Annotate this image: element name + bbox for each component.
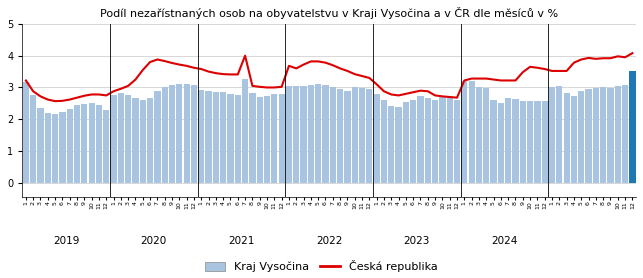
Bar [498, 103, 504, 183]
Bar [132, 98, 139, 183]
Bar [439, 96, 446, 183]
Bar [491, 100, 496, 183]
Bar [520, 101, 526, 183]
Bar [206, 91, 212, 183]
Bar [381, 100, 387, 183]
Bar [622, 85, 628, 183]
Bar [213, 92, 219, 183]
Bar [322, 85, 329, 183]
Bar [271, 95, 277, 183]
Bar [286, 86, 292, 183]
Bar [352, 87, 358, 183]
Bar [125, 95, 131, 183]
Bar [169, 85, 175, 183]
Bar [395, 107, 402, 183]
Bar [235, 95, 241, 183]
Bar [571, 96, 577, 183]
Bar [154, 91, 161, 183]
Bar [585, 89, 592, 183]
Bar [45, 113, 51, 183]
Title: Podíl nezařístnaných osob na obyvatelstvu v Kraji Vysočina a v ČR dle měsíců v %: Podíl nezařístnaných osob na obyvatelstv… [100, 7, 558, 19]
Bar [111, 95, 116, 183]
Bar [447, 97, 453, 183]
Text: 2021: 2021 [228, 236, 255, 246]
Bar [469, 81, 475, 183]
Bar [118, 93, 124, 183]
Bar [374, 94, 380, 183]
Bar [30, 95, 36, 183]
Bar [264, 96, 270, 183]
Bar [608, 88, 613, 183]
Bar [52, 113, 59, 183]
Bar [161, 88, 168, 183]
Bar [476, 88, 482, 183]
Legend: Kraj Vysočina, Česká republika: Kraj Vysočina, Česká republika [205, 260, 438, 272]
Bar [483, 88, 489, 183]
Bar [183, 84, 190, 183]
Bar [424, 98, 431, 183]
Bar [615, 86, 621, 183]
Bar [432, 100, 438, 183]
Bar [191, 85, 197, 183]
Text: 2019: 2019 [53, 236, 79, 246]
Bar [403, 102, 409, 183]
Bar [89, 103, 95, 183]
Bar [337, 89, 343, 183]
Bar [330, 87, 336, 183]
Bar [81, 104, 87, 183]
Bar [96, 105, 102, 183]
Bar [67, 109, 73, 183]
Bar [512, 99, 519, 183]
Bar [74, 105, 80, 183]
Bar [505, 98, 511, 183]
Bar [140, 100, 146, 183]
Bar [563, 93, 570, 183]
Bar [300, 86, 307, 183]
Bar [549, 86, 555, 183]
Bar [23, 82, 29, 183]
Bar [242, 79, 248, 183]
Bar [37, 108, 44, 183]
Bar [198, 90, 204, 183]
Bar [228, 93, 233, 183]
Bar [578, 91, 584, 183]
Bar [293, 86, 300, 183]
Text: 2020: 2020 [141, 236, 167, 246]
Bar [359, 88, 365, 183]
Text: 2023: 2023 [404, 236, 430, 246]
Bar [556, 86, 563, 183]
Bar [176, 84, 183, 183]
Bar [103, 110, 109, 183]
Bar [410, 100, 416, 183]
Bar [534, 101, 541, 183]
Bar [388, 106, 394, 183]
Bar [600, 86, 606, 183]
Text: 2024: 2024 [491, 236, 518, 246]
Bar [344, 91, 350, 183]
Bar [367, 89, 372, 183]
Bar [220, 92, 226, 183]
Bar [147, 98, 153, 183]
Text: 2022: 2022 [316, 236, 342, 246]
Bar [527, 101, 533, 183]
Bar [257, 97, 263, 183]
Bar [278, 94, 285, 183]
Bar [541, 101, 548, 183]
Bar [59, 112, 66, 183]
Bar [249, 93, 255, 183]
Bar [629, 71, 635, 183]
Bar [308, 85, 314, 183]
Bar [315, 84, 322, 183]
Bar [593, 88, 599, 183]
Bar [461, 81, 467, 183]
Bar [417, 96, 424, 183]
Bar [454, 100, 460, 183]
